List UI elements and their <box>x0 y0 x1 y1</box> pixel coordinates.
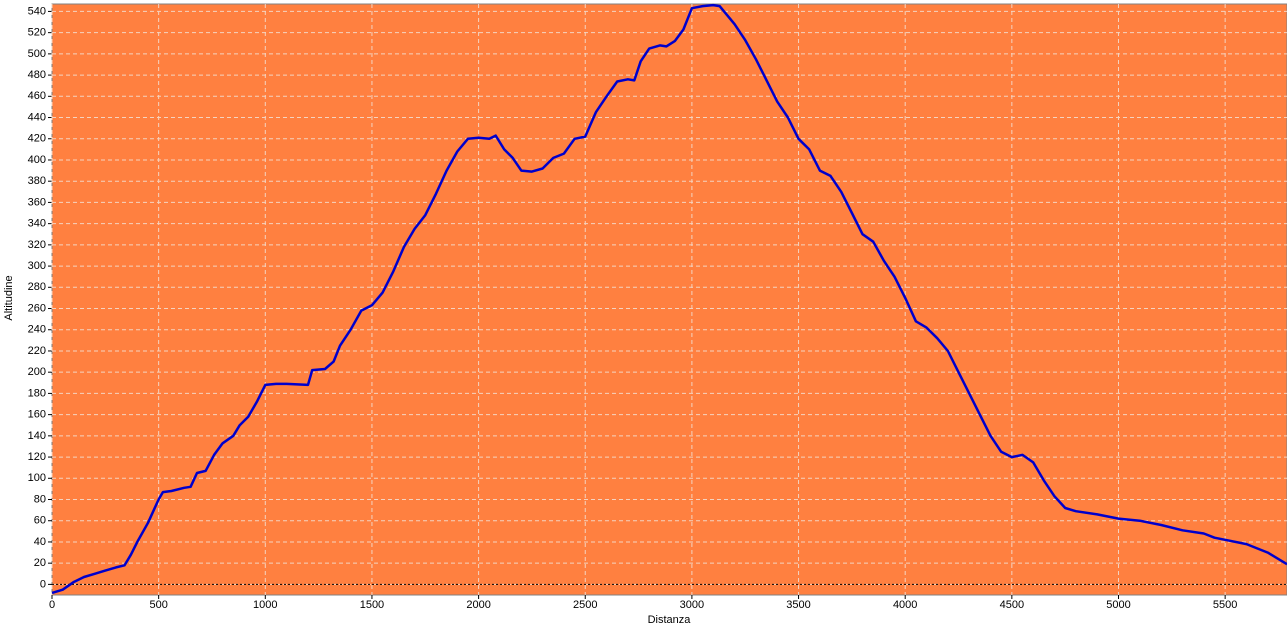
y-axis-label: Altitudine <box>3 275 15 320</box>
x-tick-label: 1000 <box>253 599 277 611</box>
x-tick-label: 1500 <box>360 599 384 611</box>
y-tick-label: 20 <box>34 557 46 569</box>
y-tick-label: 100 <box>28 472 46 484</box>
y-tick-label: 520 <box>28 27 46 39</box>
y-tick-label: 420 <box>28 133 46 145</box>
x-tick-label: 4000 <box>893 599 917 611</box>
y-tick-label: 280 <box>28 281 46 293</box>
x-tick-label: 2500 <box>573 599 597 611</box>
y-tick-label: 220 <box>28 345 46 357</box>
y-tick-label: 120 <box>28 451 46 463</box>
x-tick-label: 500 <box>149 599 167 611</box>
y-tick-label: 140 <box>28 430 46 442</box>
y-tick-label: 240 <box>28 324 46 336</box>
x-tick-label: 4500 <box>1000 599 1024 611</box>
y-tick-label: 500 <box>28 48 46 60</box>
y-tick-label: 260 <box>28 302 46 314</box>
y-tick-label: 60 <box>34 515 46 527</box>
x-tick-label: 0 <box>49 599 55 611</box>
y-tick-label: 300 <box>28 260 46 272</box>
y-tick-label: 360 <box>28 196 46 208</box>
x-tick-label: 5000 <box>1106 599 1130 611</box>
y-tick-label: 380 <box>28 175 46 187</box>
y-tick-label: 80 <box>34 493 46 505</box>
y-tick-label: 180 <box>28 387 46 399</box>
plot-area <box>51 3 1287 596</box>
y-tick-label: 540 <box>28 5 46 17</box>
y-tick-label: 160 <box>28 409 46 421</box>
y-tick-label: 480 <box>28 69 46 81</box>
y-tick-label: 320 <box>28 239 46 251</box>
y-tick-label: 340 <box>28 218 46 230</box>
y-tick-label: 400 <box>28 154 46 166</box>
x-tick-label: 5500 <box>1213 599 1237 611</box>
x-tick-label: 2000 <box>466 599 490 611</box>
x-tick-label: 3000 <box>680 599 704 611</box>
y-tick-label: 440 <box>28 111 46 123</box>
y-tick-label: 0 <box>40 578 46 590</box>
elevation-line <box>51 3 1287 595</box>
y-tick-label: 200 <box>28 366 46 378</box>
y-tick-label: 40 <box>34 536 46 548</box>
x-axis-label: Distanza <box>648 614 692 626</box>
x-tick-label: 3500 <box>786 599 810 611</box>
y-tick-label: 460 <box>28 90 46 102</box>
